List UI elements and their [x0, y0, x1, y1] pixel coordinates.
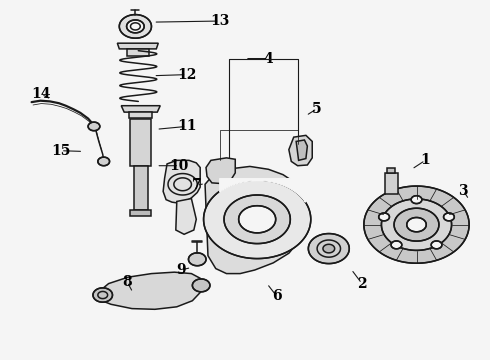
Polygon shape — [205, 166, 304, 274]
Polygon shape — [163, 160, 200, 203]
Text: 5: 5 — [312, 102, 322, 116]
Text: 10: 10 — [170, 159, 189, 173]
Text: 4: 4 — [264, 51, 273, 66]
Polygon shape — [443, 213, 454, 221]
Polygon shape — [381, 199, 452, 250]
Polygon shape — [189, 253, 206, 266]
Polygon shape — [98, 157, 110, 166]
Polygon shape — [379, 213, 390, 221]
Polygon shape — [130, 118, 151, 166]
Polygon shape — [176, 199, 196, 234]
Polygon shape — [129, 112, 152, 118]
Polygon shape — [431, 241, 442, 249]
Polygon shape — [239, 206, 276, 233]
Text: 2: 2 — [357, 276, 367, 291]
Polygon shape — [364, 186, 469, 263]
Text: 12: 12 — [177, 68, 196, 82]
Polygon shape — [296, 140, 307, 160]
Text: 13: 13 — [210, 14, 229, 28]
Polygon shape — [121, 106, 160, 112]
Polygon shape — [387, 168, 395, 173]
Text: 7: 7 — [192, 178, 201, 192]
Polygon shape — [224, 195, 290, 244]
Polygon shape — [203, 180, 311, 258]
Polygon shape — [411, 196, 422, 203]
Text: 11: 11 — [177, 120, 196, 134]
Text: 1: 1 — [420, 153, 430, 167]
Text: 15: 15 — [51, 144, 71, 158]
Text: 3: 3 — [459, 184, 468, 198]
Polygon shape — [88, 122, 100, 131]
Polygon shape — [385, 173, 397, 194]
Text: 9: 9 — [176, 263, 186, 277]
Polygon shape — [97, 272, 203, 309]
Polygon shape — [407, 217, 426, 232]
Polygon shape — [117, 43, 158, 49]
Polygon shape — [127, 49, 148, 56]
Polygon shape — [126, 20, 144, 33]
Polygon shape — [308, 234, 349, 264]
Polygon shape — [394, 208, 439, 241]
Polygon shape — [134, 166, 147, 210]
Polygon shape — [206, 158, 235, 184]
Text: 8: 8 — [122, 275, 132, 289]
Polygon shape — [93, 288, 113, 302]
Polygon shape — [130, 210, 151, 216]
Text: 6: 6 — [272, 289, 281, 303]
Polygon shape — [391, 241, 402, 249]
Polygon shape — [289, 135, 312, 166]
Text: 14: 14 — [31, 87, 51, 101]
Polygon shape — [193, 279, 210, 292]
Polygon shape — [323, 244, 335, 253]
Polygon shape — [119, 15, 151, 38]
